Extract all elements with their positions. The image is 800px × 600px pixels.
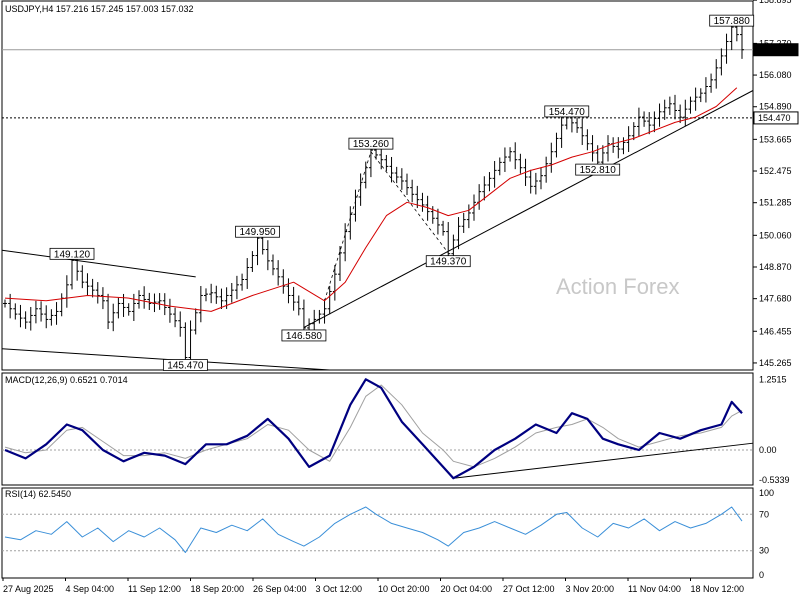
projection-line (324, 151, 372, 301)
price-label-box (544, 105, 590, 118)
price-label: 149.120 (54, 249, 91, 260)
y-tick-label: 148.870 (759, 262, 792, 272)
rsi-tick-label: 70 (759, 509, 769, 519)
price-panel-frame (1, 0, 754, 371)
x-tick-label: 3 Oct 12:00 (316, 584, 363, 594)
macd-signal-line (4, 384, 743, 468)
y-tick-label: 153.665 (759, 134, 792, 144)
y-tick-label: 145.265 (759, 358, 792, 368)
price-label: 153.260 (353, 139, 390, 150)
price-label-box (709, 14, 755, 27)
price-label-box (49, 247, 95, 260)
macd-line (4, 378, 743, 480)
watermark: Action Forex (556, 274, 680, 299)
price-label-box (162, 359, 208, 371)
y-tick-label: 152.475 (759, 166, 792, 176)
price-label: 154.470 (549, 107, 586, 118)
trend-line-rising (303, 90, 754, 328)
price-label-box (425, 255, 471, 268)
x-tick-label: 10 Oct 20:00 (378, 584, 430, 594)
price-label: 149.950 (239, 227, 276, 238)
rsi-tick-label: 100 (759, 488, 774, 498)
price-label-box (348, 137, 394, 150)
price-label: 157.880 (714, 16, 751, 27)
x-tick-label: 20 Oct 04:00 (441, 584, 493, 594)
y-tick-label: 154.890 (759, 102, 792, 112)
x-tick-label: 18 Sep 20:00 (191, 584, 245, 594)
price-label-box (575, 163, 621, 176)
macd-panel-frame (1, 372, 754, 486)
y-tick-label: 158.895 (759, 0, 792, 5)
macd-header: MACD(12,26,9) 0.6521 0.7014 (5, 375, 128, 385)
level-label-box (753, 111, 799, 125)
x-tick-label: 4 Sep 04:00 (66, 584, 115, 594)
level-label: 157.032 (758, 45, 791, 55)
price-label: 146.580 (286, 331, 323, 342)
price-bars (3, 18, 744, 368)
rsi-line (4, 506, 743, 553)
price-label: 149.370 (430, 257, 467, 268)
macd-tick-label: 1.2515 (759, 374, 787, 384)
y-tick-label: 150.060 (759, 230, 792, 240)
level-label: 154.470 (758, 113, 791, 123)
sma-line (4, 87, 738, 312)
main-header: USDJPY,H4 157.216 157.245 157.003 157.03… (5, 4, 194, 14)
x-tick-label: 11 Nov 04:00 (628, 584, 681, 594)
level-label-box (753, 43, 799, 57)
y-tick-label: 147.680 (759, 294, 792, 304)
price-label: 152.810 (580, 165, 617, 176)
price-label-box (235, 225, 280, 238)
y-tick-label: 156.080 (759, 70, 792, 80)
x-tick-label: 18 Nov 12:00 (691, 584, 745, 594)
y-tick-label: 146.455 (759, 326, 792, 336)
trend-line-upper (1, 249, 196, 278)
y-tick-label: 151.285 (759, 198, 792, 208)
macd-tick-label: -0.5339 (759, 475, 790, 485)
x-tick-label: 27 Oct 12:00 (503, 584, 555, 594)
x-tick-label: 3 Nov 20:00 (566, 584, 615, 594)
x-tick-label: 27 Aug 2025 (3, 584, 54, 594)
x-tick-label: 26 Sep 04:00 (253, 584, 307, 594)
rsi-header: RSI(14) 62.5450 (5, 489, 71, 499)
macd-tick-label: 0.00 (759, 445, 777, 455)
price-label-box (281, 329, 327, 342)
rsi-tick-label: 0 (759, 570, 764, 580)
x-tick-label: 11 Sep 12:00 (128, 584, 181, 594)
rsi-tick-label: 30 (759, 546, 769, 556)
macd-trend-line (453, 442, 754, 479)
price-label: 145.470 (167, 360, 204, 371)
